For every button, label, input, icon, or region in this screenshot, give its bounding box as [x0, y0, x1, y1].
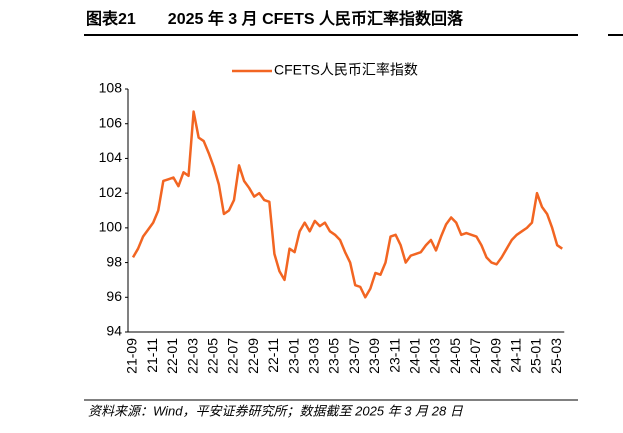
x-tick-label: 24-05	[447, 338, 463, 374]
y-tick-label: 100	[99, 219, 123, 235]
x-tick-label: 24-11	[508, 338, 524, 373]
x-tick-label: 24-09	[487, 338, 503, 374]
y-tick-label: 106	[99, 114, 123, 130]
source: 资料来源：Wind，平安证券研究所；数据截至 2025 年 3 月 28 日	[88, 403, 464, 418]
x-tick-label: 23-05	[326, 338, 342, 374]
x-tick-label: 22-09	[245, 338, 261, 374]
chart-title: 图表21 2025 年 3 月 CFETS 人民币汇率指数回落	[86, 9, 464, 28]
x-tick-label: 23-09	[366, 338, 382, 374]
x-tick-label: 25-03	[548, 338, 564, 374]
x-tick-label: 23-03	[306, 338, 322, 374]
x-tick-label: 22-01	[164, 338, 180, 374]
y-tick-label: 98	[106, 253, 122, 269]
y-tick-label: 96	[106, 288, 122, 304]
x-tick-label: 23-01	[285, 338, 301, 374]
x-tick-label: 22-03	[184, 338, 200, 374]
series-line	[131, 110, 563, 299]
x-tick-label: 24-01	[407, 338, 423, 374]
x-tick-label: 22-05	[205, 338, 221, 374]
x-tick-label: 21-11	[144, 338, 160, 373]
y-tick-label: 108	[99, 80, 123, 96]
x-tick-label: 23-07	[346, 338, 362, 374]
x-tick-label: 22-11	[265, 338, 281, 373]
legend-label: CFETS人民币汇率指数	[274, 62, 418, 78]
x-tick-label: 25-01	[528, 338, 544, 374]
y-tick-label: 94	[106, 323, 122, 339]
x-tick-label: 24-03	[427, 338, 443, 374]
y-tick-label: 104	[99, 149, 123, 165]
x-tick-label: 22-07	[225, 338, 241, 374]
x-tick-label: 24-07	[467, 338, 483, 374]
y-tick-label: 102	[99, 184, 123, 200]
x-tick-label: 23-11	[386, 338, 402, 373]
x-tick-label: 21-09	[124, 338, 140, 374]
